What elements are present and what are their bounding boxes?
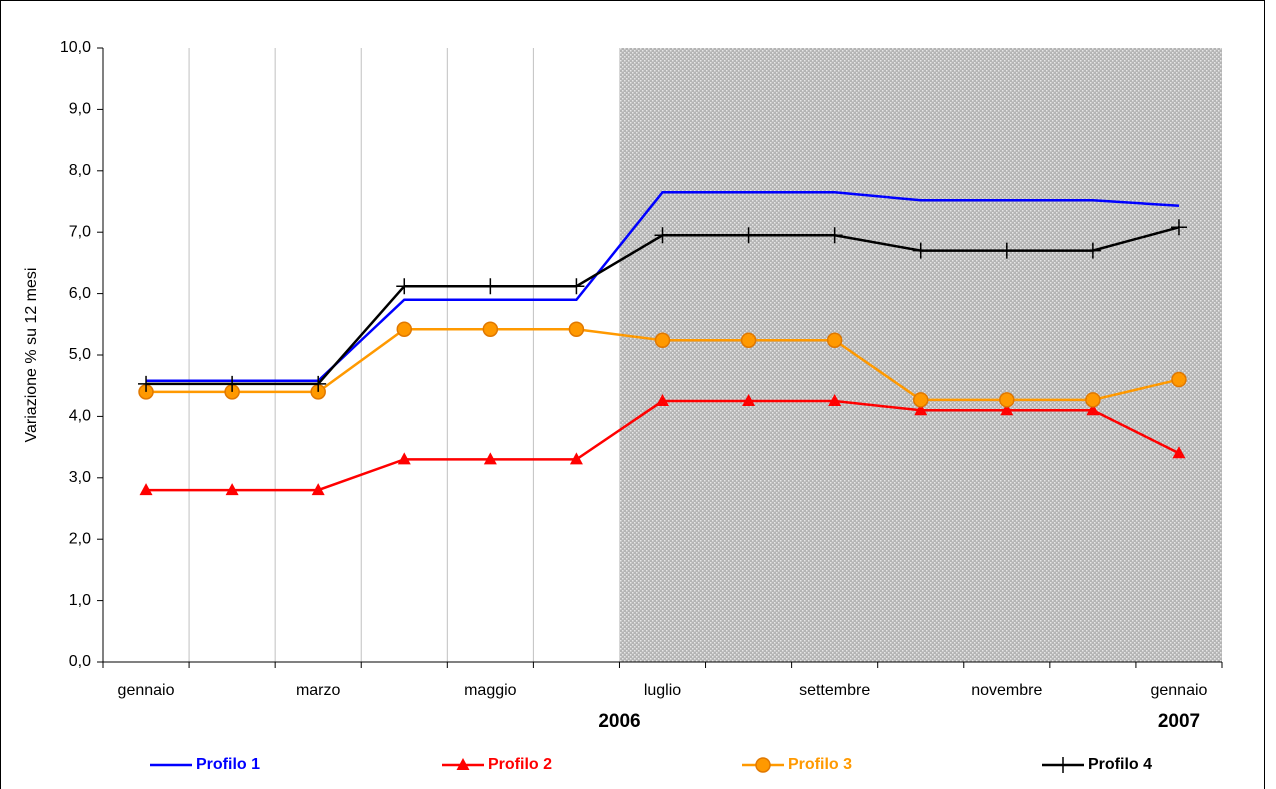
marker bbox=[656, 394, 669, 407]
x-tick-label: novembre bbox=[971, 682, 1042, 699]
marker bbox=[224, 375, 241, 392]
y-tick-label: 6,0 bbox=[69, 285, 91, 302]
shaded-region bbox=[619, 48, 1222, 662]
marker bbox=[568, 278, 585, 295]
year-label: 2006 bbox=[598, 711, 640, 732]
legend-marker bbox=[1055, 757, 1071, 773]
marker bbox=[828, 394, 842, 407]
y-tick-label: 8,0 bbox=[69, 162, 91, 179]
marker bbox=[1172, 446, 1186, 459]
y-tick-label: 0,0 bbox=[69, 653, 91, 670]
marker bbox=[482, 278, 499, 295]
marker bbox=[396, 321, 413, 337]
marker bbox=[742, 394, 756, 407]
marker bbox=[740, 227, 757, 244]
marker bbox=[225, 483, 239, 496]
marker bbox=[1171, 371, 1187, 388]
legend-label: Profilo 4 bbox=[1088, 756, 1152, 773]
marker bbox=[1000, 403, 1014, 416]
marker bbox=[1084, 242, 1101, 259]
marker bbox=[311, 483, 325, 496]
marker bbox=[569, 452, 583, 465]
y-tick-label: 2,0 bbox=[69, 530, 91, 547]
y-axis-label: Variazione % su 12 mesi bbox=[23, 268, 40, 443]
marker bbox=[139, 483, 153, 496]
legend-label: Profilo 2 bbox=[488, 756, 552, 773]
x-tick-label: luglio bbox=[644, 682, 681, 699]
marker bbox=[999, 392, 1015, 408]
x-tick-label: maggio bbox=[464, 682, 517, 699]
marker bbox=[1086, 403, 1100, 416]
marker bbox=[826, 227, 843, 244]
marker bbox=[914, 403, 928, 416]
y-tick-label: 3,0 bbox=[69, 469, 91, 486]
y-tick-label: 7,0 bbox=[69, 223, 91, 240]
y-tick-label: 10,0 bbox=[60, 39, 91, 56]
marker bbox=[483, 452, 497, 465]
marker bbox=[397, 452, 411, 465]
marker bbox=[740, 332, 757, 349]
y-tick-label: 4,0 bbox=[69, 408, 91, 425]
x-tick-label: marzo bbox=[296, 682, 341, 699]
marker bbox=[482, 321, 499, 337]
y-tick-label: 5,0 bbox=[69, 346, 91, 363]
x-tick-label: gennaio bbox=[1150, 682, 1207, 699]
marker bbox=[654, 227, 671, 244]
marker bbox=[396, 278, 413, 295]
marker bbox=[138, 375, 155, 392]
marker bbox=[568, 321, 585, 337]
legend-marker bbox=[755, 757, 771, 773]
marker bbox=[912, 392, 929, 408]
x-tick-label: settembre bbox=[799, 682, 870, 699]
marker bbox=[1085, 392, 1101, 408]
year-label: 2007 bbox=[1158, 711, 1200, 732]
legend-label: Profilo 3 bbox=[788, 756, 852, 773]
marker bbox=[654, 332, 671, 349]
marker bbox=[1170, 219, 1187, 236]
x-tick-label: gennaio bbox=[118, 682, 175, 699]
marker bbox=[998, 242, 1015, 259]
marker bbox=[826, 332, 843, 349]
marker bbox=[912, 242, 929, 259]
y-tick-label: 9,0 bbox=[69, 101, 91, 118]
legend-label: Profilo 1 bbox=[196, 756, 260, 773]
legend-marker bbox=[456, 758, 470, 770]
marker bbox=[310, 375, 327, 392]
y-tick-label: 1,0 bbox=[69, 592, 91, 609]
